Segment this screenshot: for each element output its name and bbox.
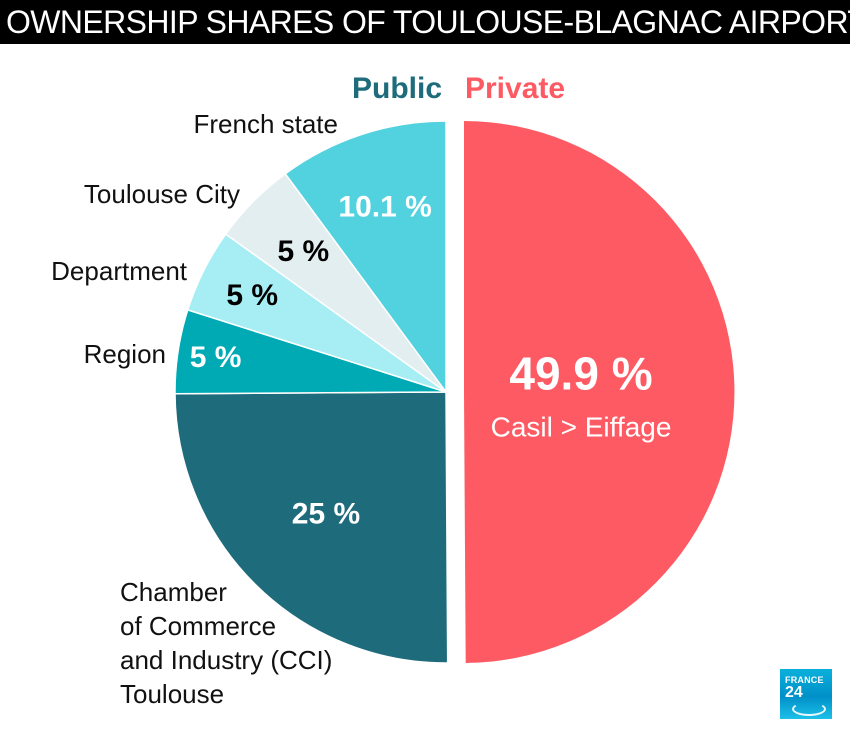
- category-label: Department: [51, 256, 188, 286]
- value-label: 5 %: [190, 341, 242, 374]
- value-label: 10.1 %: [338, 191, 431, 224]
- logo-line2: 24: [785, 684, 803, 701]
- value-label: 5 %: [226, 279, 278, 312]
- value-label: 25 %: [292, 498, 360, 531]
- logo-swirl-icon: [792, 702, 826, 716]
- pie-slice-french-state: [284, 120, 447, 395]
- logo-line1: FRANCE: [785, 675, 824, 685]
- category-label: Chamber of Commerce and Industry (CCI) Toul…: [120, 577, 332, 709]
- category-label: French state: [193, 109, 338, 139]
- pie-slice-chamber-of-commerce-and-industry-cci-toulouse: [174, 391, 449, 664]
- chart-title: OWNERSHIP SHARES OF TOULOUSE-BLAGNAC AIR…: [0, 0, 850, 44]
- group-heading-private: Private: [465, 72, 565, 105]
- value-label: 5 %: [277, 235, 329, 268]
- category-label: Toulouse City: [84, 179, 240, 209]
- value-label: 49.9 %: [509, 348, 652, 400]
- group-heading-public: Public: [352, 72, 442, 105]
- category-label: Region: [84, 339, 166, 369]
- slice-sublabel: Casil > Eiffage: [491, 412, 672, 443]
- france24-logo: FRANCE 24: [780, 669, 832, 719]
- pie-slice-casil-eiffage: [464, 121, 735, 663]
